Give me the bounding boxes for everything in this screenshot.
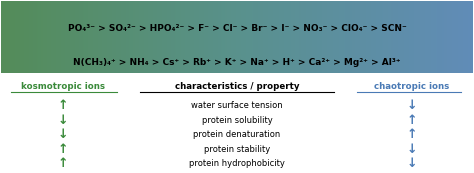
Text: ↑: ↑	[57, 143, 68, 156]
Text: ↓: ↓	[57, 128, 68, 141]
Text: protein solubility: protein solubility	[201, 116, 273, 125]
Text: protein denaturation: protein denaturation	[193, 130, 281, 139]
Text: ↑: ↑	[406, 114, 417, 127]
Text: PO₄³⁻ > SO₄²⁻ > HPO₄²⁻ > F⁻ > Cl⁻ > Br⁻ > I⁻ > NO₃⁻ > ClO₄⁻ > SCN⁻: PO₄³⁻ > SO₄²⁻ > HPO₄²⁻ > F⁻ > Cl⁻ > Br⁻ …	[68, 24, 406, 33]
Text: ↑: ↑	[406, 128, 417, 141]
Text: N(CH₃)₄⁺ > NH₄ > Cs⁺ > Rb⁺ > K⁺ > Na⁺ > H⁺ > Ca²⁺ > Mg²⁺ > Al³⁺: N(CH₃)₄⁺ > NH₄ > Cs⁺ > Rb⁺ > K⁺ > Na⁺ > …	[73, 58, 401, 67]
Text: ↓: ↓	[406, 99, 417, 112]
Text: chaotropic ions: chaotropic ions	[374, 82, 449, 91]
Text: ↑: ↑	[57, 99, 68, 112]
Bar	[1, 73, 473, 171]
Text: protein stability: protein stability	[204, 145, 270, 154]
Text: ↓: ↓	[406, 143, 417, 156]
Text: water surface tension: water surface tension	[191, 101, 283, 110]
Text: ↑: ↑	[57, 157, 68, 170]
Text: characteristics / property: characteristics / property	[175, 82, 299, 91]
Text: protein hydrophobicity: protein hydrophobicity	[189, 159, 285, 168]
Text: ↓: ↓	[57, 114, 68, 127]
Text: ↓: ↓	[406, 157, 417, 170]
Text: kosmotropic ions: kosmotropic ions	[21, 82, 105, 91]
